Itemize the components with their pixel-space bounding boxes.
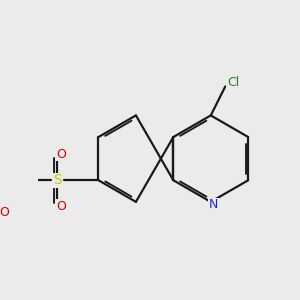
Text: O: O [56,148,66,161]
Text: N: N [209,198,218,212]
Text: O: O [0,206,9,219]
Text: O: O [56,200,66,213]
Text: S: S [53,173,62,187]
Text: Cl: Cl [227,76,239,89]
